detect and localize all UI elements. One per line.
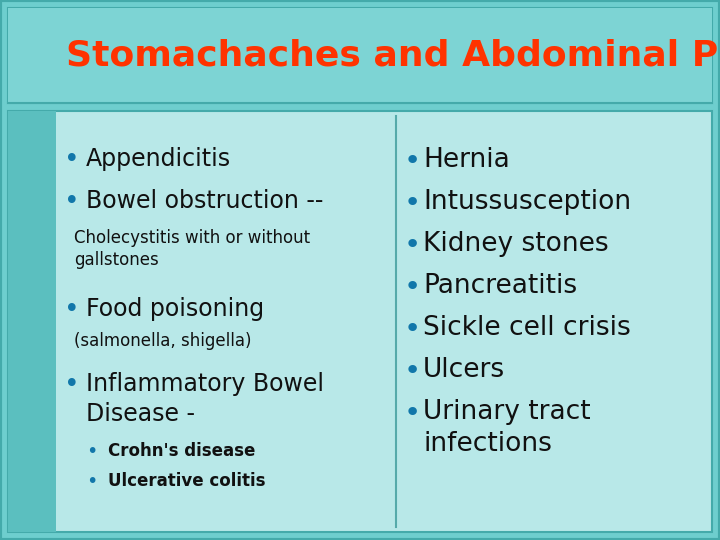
Text: •: • (404, 189, 421, 217)
Text: •: • (404, 357, 421, 385)
Bar (8, 111, 56, 532)
Text: •: • (404, 315, 421, 343)
Text: Ulcerative colitis: Ulcerative colitis (108, 472, 266, 490)
Bar (8, 111, 712, 532)
Text: Kidney stones: Kidney stones (423, 231, 608, 257)
Text: Ulcers: Ulcers (423, 357, 505, 383)
Text: Inflammatory Bowel
Disease -: Inflammatory Bowel Disease - (86, 372, 324, 426)
Bar (8, 8, 712, 103)
Text: •: • (86, 472, 97, 491)
Text: Sickle cell crisis: Sickle cell crisis (423, 315, 631, 341)
Text: •: • (404, 399, 421, 427)
Text: Urinary tract
infections: Urinary tract infections (423, 399, 590, 457)
Text: (salmonella, shigella): (salmonella, shigella) (74, 332, 251, 350)
Text: •: • (64, 189, 80, 215)
FancyBboxPatch shape (8, 8, 712, 103)
Text: Crohn's disease: Crohn's disease (108, 442, 256, 460)
Text: Stomachaches and Abdominal Pain: Stomachaches and Abdominal Pain (66, 38, 720, 72)
Text: •: • (64, 372, 80, 398)
Text: Food poisoning: Food poisoning (86, 297, 264, 321)
Text: Intussusception: Intussusception (423, 189, 631, 215)
Text: •: • (64, 147, 80, 173)
Text: Cholecystitis with or without
gallstones: Cholecystitis with or without gallstones (74, 229, 310, 269)
Text: •: • (404, 273, 421, 301)
Text: •: • (64, 297, 80, 323)
Text: Appendicitis: Appendicitis (86, 147, 231, 171)
Text: •: • (404, 231, 421, 259)
Text: Pancreatitis: Pancreatitis (423, 273, 577, 299)
Text: Bowel obstruction --: Bowel obstruction -- (86, 189, 323, 213)
Text: •: • (404, 147, 421, 175)
Text: Hernia: Hernia (423, 147, 510, 173)
Text: •: • (86, 442, 97, 461)
